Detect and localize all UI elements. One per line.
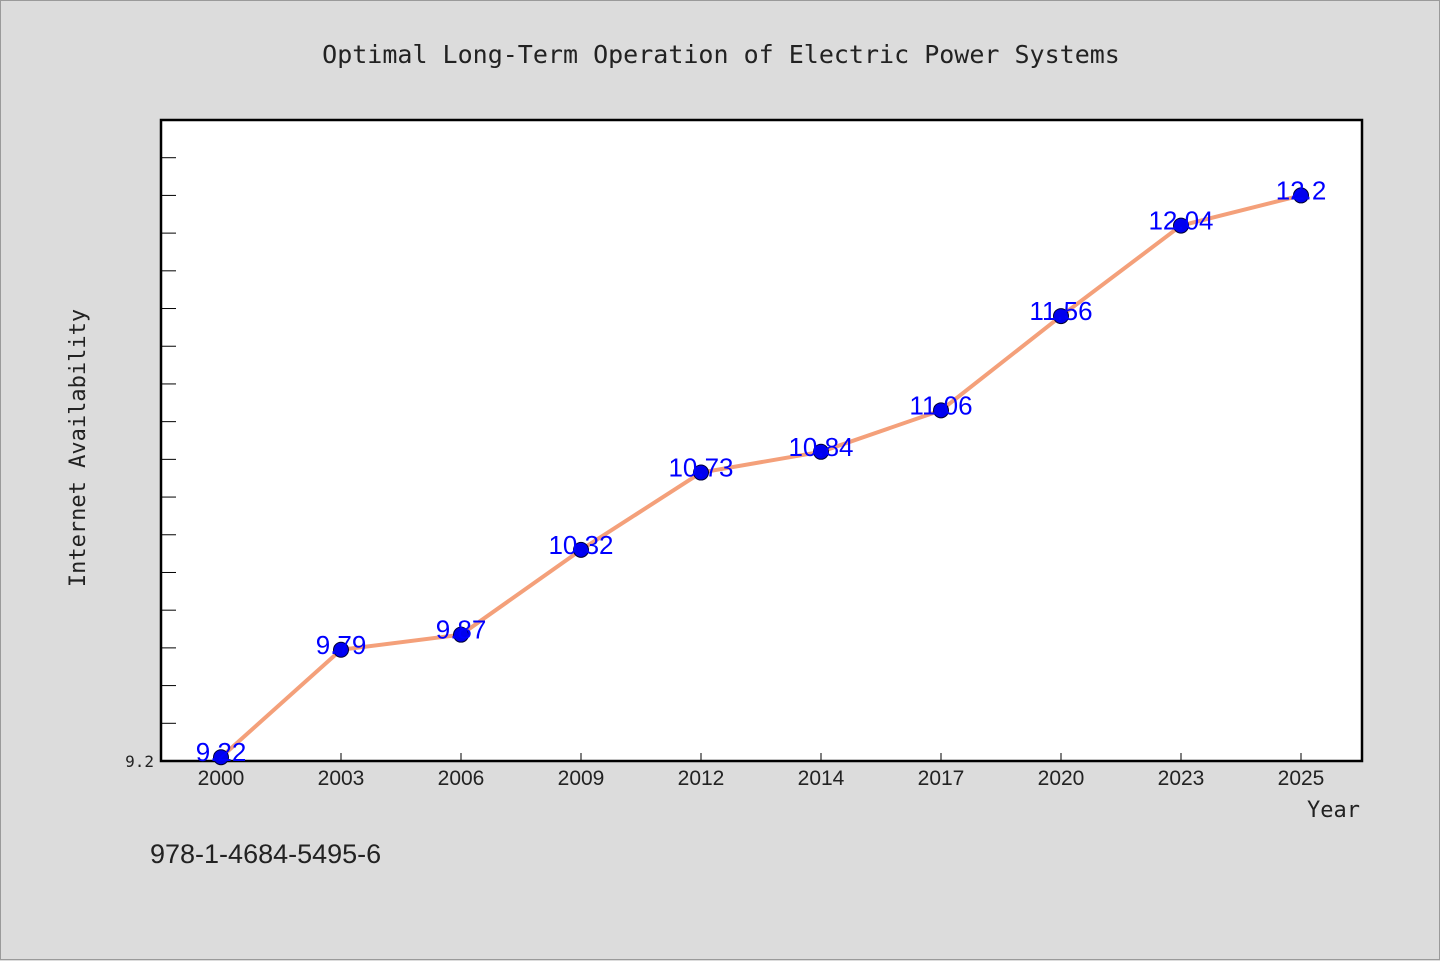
- data-label: 10.73: [668, 453, 733, 483]
- data-point: [213, 749, 229, 766]
- x-tick-label: 2003: [318, 767, 365, 790]
- isbn-text: 978-1-4684-5495-6: [150, 839, 381, 869]
- data-point: [933, 402, 949, 419]
- series-markers: [213, 187, 1309, 766]
- y-axis-label: Internet Availability: [66, 309, 91, 587]
- data-point: [453, 626, 469, 643]
- chart-title: Optimal Long-Term Operation of Electric …: [322, 40, 1120, 69]
- data-label: 9.22: [196, 737, 247, 767]
- x-tick-label: 2000: [198, 767, 245, 790]
- x-tick-label: 2009: [558, 767, 605, 790]
- data-point: [333, 641, 349, 658]
- x-tick-label: 2012: [678, 767, 725, 790]
- x-tick-label: 2006: [438, 767, 485, 790]
- data-label: 11.56: [1029, 296, 1092, 326]
- data-labels: 9.22 9.79 9.87 10.32 10.73 10.84 11.06 11.56 12.…: [196, 175, 1327, 767]
- plot-area: [159, 118, 1364, 763]
- data-point: [573, 541, 589, 558]
- data-label: 12.2: [1276, 175, 1327, 205]
- x-axis-tick-labels: 2000 2003 2006 2009 2012 2014 2017 2020 2023 2025: [198, 753, 1325, 790]
- data-point: [813, 443, 829, 460]
- data-point: [1053, 308, 1069, 325]
- x-tick-label: 2020: [1038, 767, 1085, 790]
- data-label: 12.04: [1148, 206, 1213, 236]
- data-point: [1293, 187, 1309, 204]
- data-label: 9.79: [316, 630, 367, 660]
- x-tick-label: 2023: [1158, 767, 1205, 790]
- data-label: 9.87: [436, 615, 487, 645]
- data-label: 10.84: [788, 432, 853, 462]
- x-tick-label: 2025: [1278, 767, 1325, 790]
- data-label: 10.32: [548, 530, 613, 560]
- y-tick-label: 9.2: [125, 752, 154, 771]
- series-line: [219, 193, 1303, 760]
- data-point: [1173, 217, 1189, 234]
- x-tick-label: 2014: [798, 767, 845, 790]
- data-label: 11.06: [909, 390, 972, 420]
- y-axis-ticks: [161, 157, 176, 724]
- data-point: [693, 464, 709, 481]
- x-tick-label: 2017: [918, 767, 965, 790]
- x-axis-label: Year: [1307, 798, 1360, 823]
